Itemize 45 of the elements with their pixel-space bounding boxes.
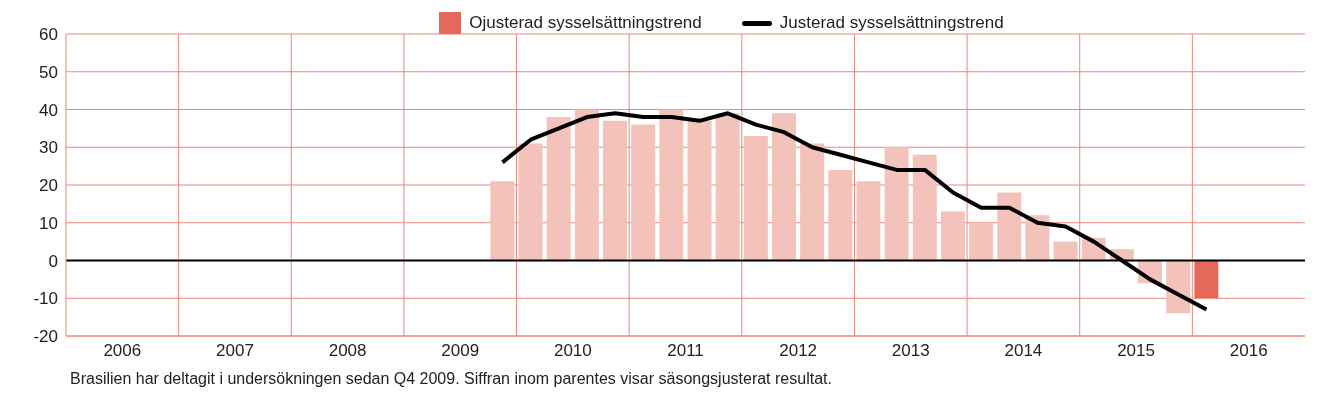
y-tick-label: 0 xyxy=(48,251,58,271)
bar xyxy=(771,113,796,261)
bar xyxy=(687,120,712,261)
bar xyxy=(603,120,628,261)
bar xyxy=(659,109,684,261)
text: Brasilien har deltagit i undersökningen sedan Q4 2009. Siffran inom parentes visar säsongsjusterat resultat. xyxy=(69,370,833,388)
bar xyxy=(1194,260,1219,299)
x-tick-label: 2012 xyxy=(779,341,818,361)
legend-label: Ojusterad sysselsättningstrend xyxy=(469,13,702,33)
x-tick-label: 2015 xyxy=(1117,341,1155,361)
bar xyxy=(715,113,740,261)
bar xyxy=(884,147,909,261)
y-tick-label: -10 xyxy=(33,289,58,309)
bar xyxy=(1025,215,1050,261)
x-tick-label: 2008 xyxy=(328,341,367,361)
y-tick-label: 10 xyxy=(39,213,58,233)
x-tick-label: 2011 xyxy=(667,341,704,361)
bar xyxy=(828,169,853,261)
bar xyxy=(1053,241,1078,261)
bar xyxy=(912,154,937,261)
bar xyxy=(969,222,994,261)
x-tick-label: 2016 xyxy=(1229,341,1268,361)
bar xyxy=(940,211,965,261)
x-tick-label: 2013 xyxy=(891,341,930,361)
y-tick-label: -20 xyxy=(33,327,58,347)
x-tick-label: 2010 xyxy=(553,341,592,361)
y-tick-label: 20 xyxy=(39,176,58,196)
bar xyxy=(800,143,825,261)
bar xyxy=(546,117,571,261)
x-tick-label: 2007 xyxy=(216,341,254,361)
y-tick-label: 40 xyxy=(39,100,58,120)
x-tick-label: 2009 xyxy=(441,341,480,361)
y-tick-label: 50 xyxy=(39,62,58,82)
x-tick-label: 2014 xyxy=(1004,341,1043,361)
bar xyxy=(856,181,881,261)
bar xyxy=(490,181,515,261)
bar xyxy=(631,124,656,261)
x-tick-label: 2006 xyxy=(103,341,142,361)
bar xyxy=(574,109,599,261)
y-tick-label: 60 xyxy=(39,25,58,45)
y-tick-label: 30 xyxy=(39,138,58,158)
legend-label: Justerad sysselsättningstrend xyxy=(779,13,1004,33)
bar xyxy=(518,143,543,261)
bar xyxy=(743,135,768,261)
bar xyxy=(997,192,1022,261)
